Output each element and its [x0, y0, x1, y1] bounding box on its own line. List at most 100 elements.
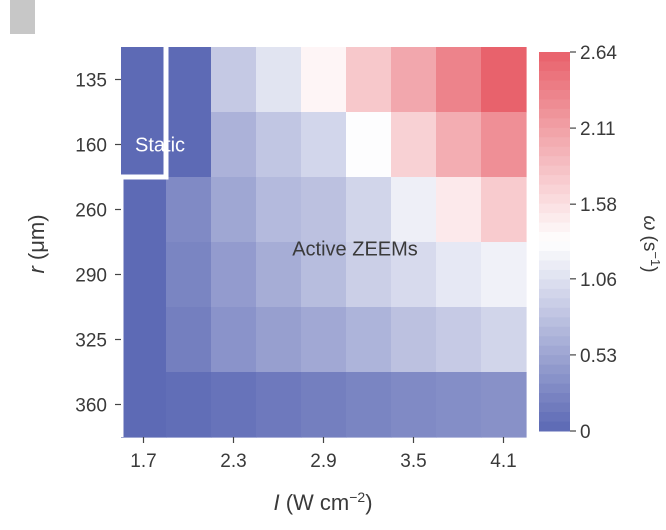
heatmap-cells	[121, 47, 527, 438]
colorbar-segment	[539, 317, 570, 328]
colorbar-segment	[539, 336, 570, 347]
colorbar-segment	[539, 146, 570, 157]
heatmap-cell	[256, 177, 302, 243]
heatmap-cell	[211, 307, 257, 373]
heatmap-cell	[346, 112, 392, 178]
colorbar-segment	[539, 52, 570, 62]
heatmap-cell	[391, 307, 437, 373]
x-axis-title: I (W cm−2)	[273, 489, 372, 515]
colorbar-tick-label: 0	[580, 422, 591, 443]
colorbar-segment	[539, 307, 570, 318]
colorbar-segment	[539, 269, 570, 280]
heatmap-cell	[121, 372, 167, 438]
heatmap-cell	[481, 47, 527, 113]
colorbar-segment	[539, 288, 570, 299]
heatmap-cell	[301, 112, 347, 178]
colorbar-segment	[539, 70, 570, 81]
heatmap-cell	[436, 372, 482, 438]
colorbar-tick-label: 1.58	[580, 195, 617, 216]
colorbar-tick-label: 0.53	[580, 346, 617, 367]
colorbar-segment	[539, 298, 570, 309]
colorbar-segment	[539, 383, 570, 394]
heatmap-cell	[391, 242, 437, 308]
heatmap-cell	[166, 47, 212, 113]
y-tick-label: 360	[75, 396, 107, 417]
heatmap-cell	[166, 307, 212, 373]
heatmap-cell	[301, 177, 347, 243]
heatmap-cell	[256, 112, 302, 178]
colorbar-segment	[539, 393, 570, 404]
heatmap-cell	[391, 372, 437, 438]
colorbar-segment	[539, 402, 570, 413]
heatmap-cell	[436, 177, 482, 243]
heatmap-cell	[121, 307, 167, 373]
heatmap-cell	[211, 47, 257, 113]
colorbar-segment	[539, 355, 570, 366]
heatmap-cell	[346, 47, 392, 113]
colorbar-tick-label: 2.64	[580, 43, 617, 64]
heatmap-cell	[346, 242, 392, 308]
colorbar-segment	[539, 99, 570, 110]
annotation-static: Static	[135, 135, 185, 157]
heatmap-cell	[481, 242, 527, 308]
heatmap-cell	[166, 112, 212, 178]
colorbar-segment	[539, 213, 570, 224]
heatmap-cell	[391, 112, 437, 178]
colorbar-segment	[539, 241, 570, 252]
annotation-active-zeems: Active ZEEMs	[292, 239, 418, 261]
heatmap-cell	[436, 112, 482, 178]
heatmap-cell	[436, 307, 482, 373]
heatmap-cell	[166, 177, 212, 243]
heatmap-cell	[166, 372, 212, 438]
heatmap-cell	[436, 47, 482, 113]
colorbar-segment	[539, 194, 570, 205]
colorbar-segment	[539, 165, 570, 176]
heatmap-cell	[391, 47, 437, 113]
heatmap-cell	[211, 372, 257, 438]
heatmap-cell	[346, 372, 392, 438]
colorbar-segment	[539, 127, 570, 138]
colorbar-segment	[539, 421, 570, 432]
heatmap-cell	[211, 242, 257, 308]
heatmap-cell	[301, 372, 347, 438]
y-tick-label: 260	[75, 201, 107, 222]
colorbar-segment	[539, 326, 570, 337]
y-axis: 135 160 260 290 325 360	[75, 71, 121, 417]
heatmap-cell	[121, 177, 167, 243]
heatmap-cell	[121, 112, 167, 178]
colorbar-segment	[539, 156, 570, 167]
colorbar-segment	[539, 412, 570, 423]
heatmap-cell	[481, 372, 527, 438]
heatmap-cell	[166, 242, 212, 308]
colorbar-segment	[539, 80, 570, 91]
static-boundary-line	[118, 40, 169, 437]
y-tick-label: 135	[75, 71, 107, 92]
heatmap-cell	[346, 307, 392, 373]
x-tick-label: 4.1	[490, 451, 516, 472]
colorbar-tick-label: 1.06	[580, 270, 617, 291]
colorbar-segment	[539, 184, 570, 195]
heatmap-cell	[121, 242, 167, 308]
annotations: Static Active ZEEMs	[135, 135, 418, 261]
heatmap-cell	[211, 177, 257, 243]
y-axis-title: r (μm)	[24, 214, 49, 273]
heatmap-cell	[346, 177, 392, 243]
heatmap-cell	[391, 177, 437, 243]
heatmap-cell	[121, 47, 167, 113]
colorbar-segment	[539, 175, 570, 186]
x-tick-label: 3.5	[400, 451, 426, 472]
y-tick-label: 290	[75, 266, 107, 287]
heatmap-cell	[481, 112, 527, 178]
colorbar-segment	[539, 61, 570, 72]
heatmap-cell	[256, 372, 302, 438]
heatmap-cell	[256, 307, 302, 373]
colorbar-segment	[539, 374, 570, 385]
colorbar-segment	[539, 89, 570, 100]
heatmap-cell	[301, 307, 347, 373]
colorbar-segment	[539, 222, 570, 233]
heatmap-cell	[211, 112, 257, 178]
colorbar-title: ω (s−1)	[639, 215, 663, 272]
x-axis: 1.7 2.3 2.9 3.5 4.1	[130, 437, 517, 472]
